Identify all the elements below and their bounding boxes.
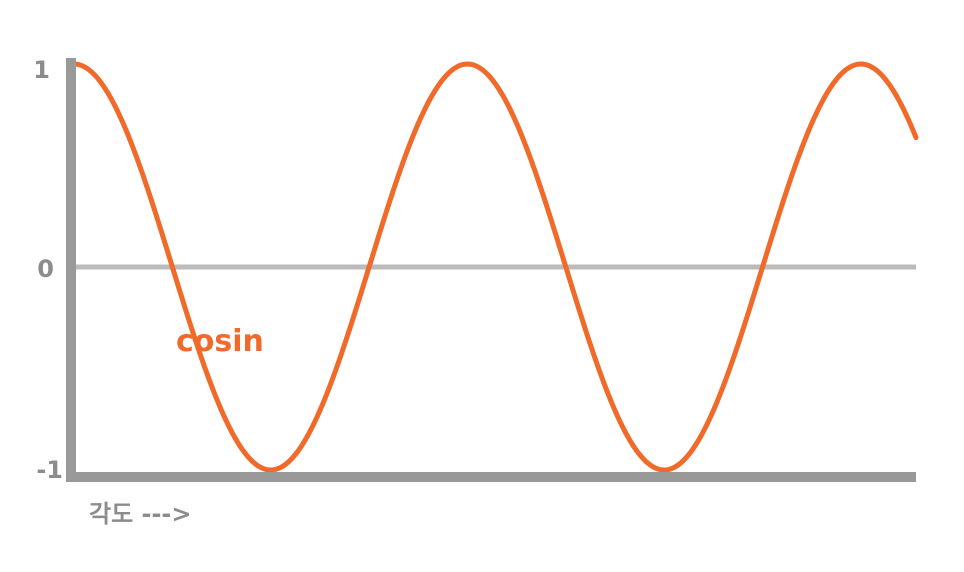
series-label-cosin: cosin bbox=[176, 324, 264, 359]
y-tick-label-minus-1: -1 bbox=[36, 456, 63, 484]
cosine-series-line bbox=[71, 61, 919, 473]
y-tick-label-1: 1 bbox=[33, 56, 50, 84]
x-axis-label: 각도 ---> bbox=[89, 500, 192, 528]
y-tick-label-0: 0 bbox=[37, 255, 54, 283]
